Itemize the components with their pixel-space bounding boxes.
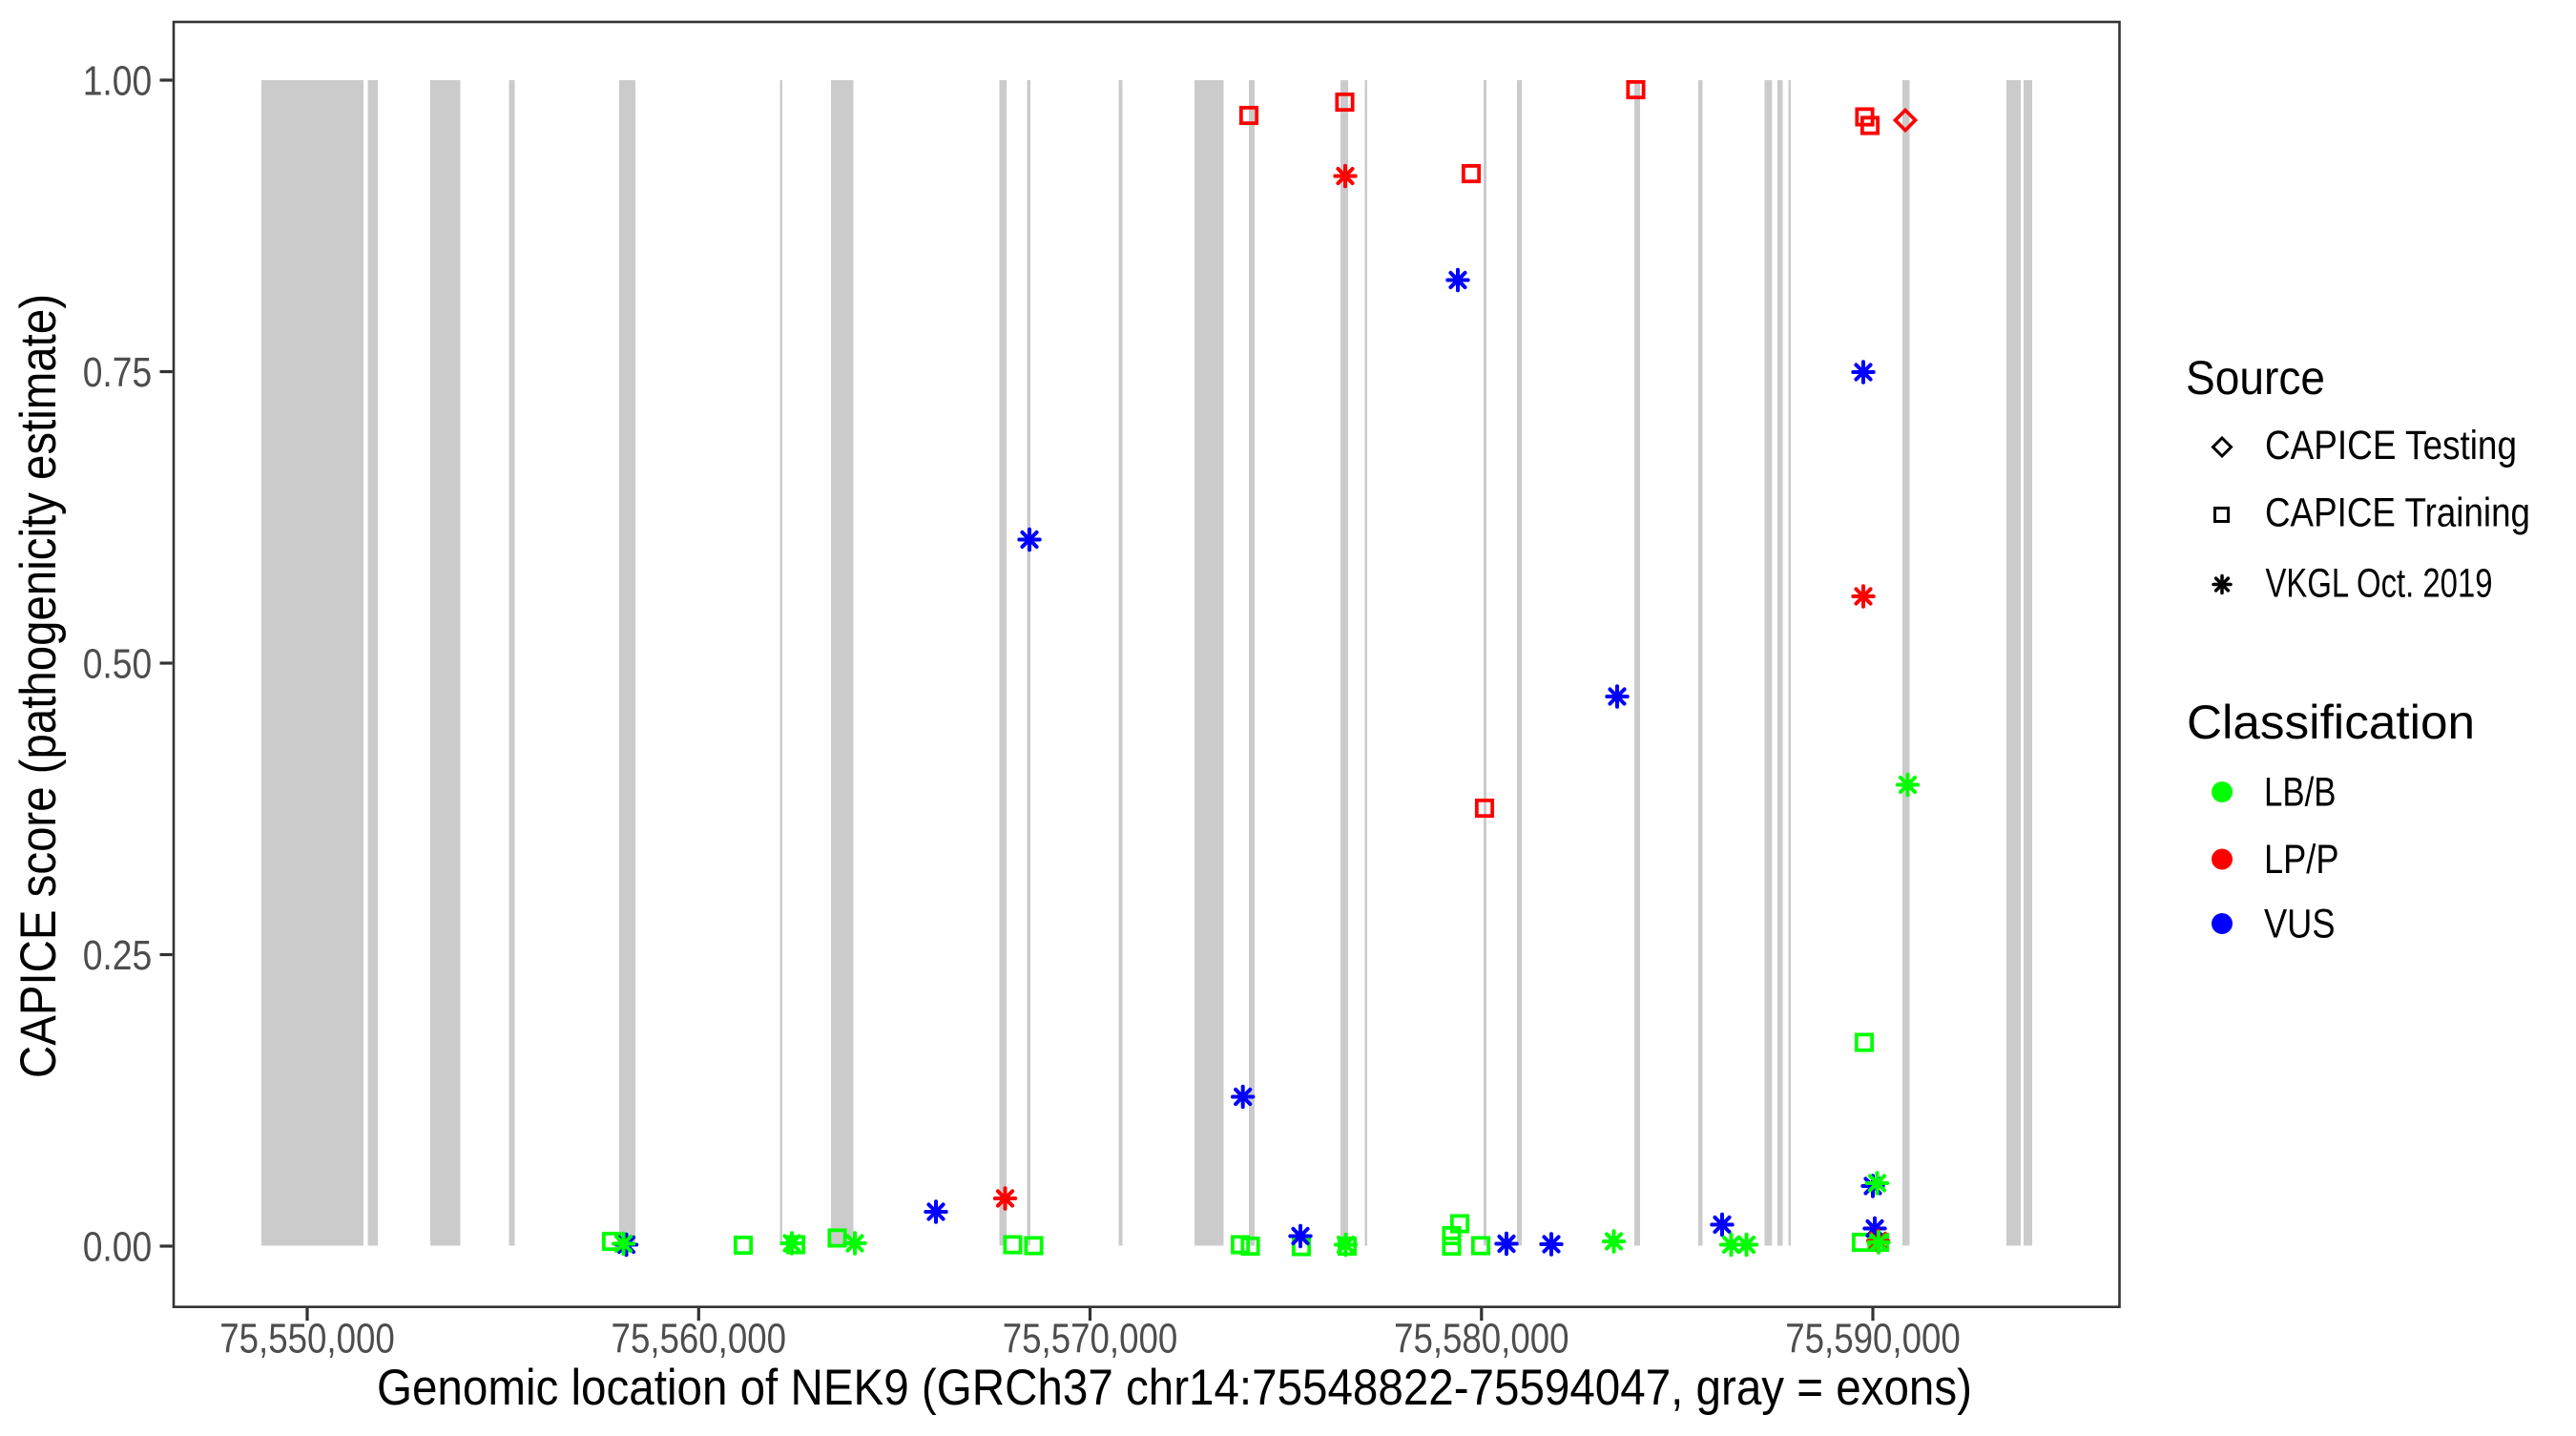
svg-text:LB/B: LB/B	[2264, 771, 2337, 816]
svg-text:0.50: 0.50	[83, 641, 153, 688]
svg-text:LP/P: LP/P	[2264, 838, 2339, 883]
svg-text:VKGL Oct. 2019: VKGL Oct. 2019	[2266, 562, 2493, 607]
svg-text:75,560,000: 75,560,000	[612, 1316, 787, 1363]
svg-text:75,590,000: 75,590,000	[1785, 1316, 1961, 1363]
svg-text:75,570,000: 75,570,000	[1003, 1316, 1178, 1363]
svg-text:CAPICE Training: CAPICE Training	[2265, 491, 2530, 536]
svg-text:0.75: 0.75	[83, 349, 153, 396]
svg-text:1.00: 1.00	[83, 58, 153, 105]
svg-text:75,580,000: 75,580,000	[1394, 1316, 1569, 1363]
svg-text:Genomic location of NEK9 (GRCh: Genomic location of NEK9 (GRCh37 chr14:7…	[377, 1360, 1972, 1416]
svg-text:75,550,000: 75,550,000	[219, 1316, 395, 1363]
svg-text:CAPICE score (pathogenicity es: CAPICE score (pathogenicity estimate)	[10, 294, 67, 1078]
svg-text:0.25: 0.25	[83, 932, 153, 979]
svg-text:0.00: 0.00	[83, 1224, 153, 1271]
svg-text:CAPICE Testing: CAPICE Testing	[2265, 424, 2517, 468]
svg-text:Source: Source	[2186, 351, 2325, 405]
svg-text:VUS: VUS	[2264, 903, 2336, 947]
svg-text:Classification: Classification	[2187, 696, 2475, 749]
